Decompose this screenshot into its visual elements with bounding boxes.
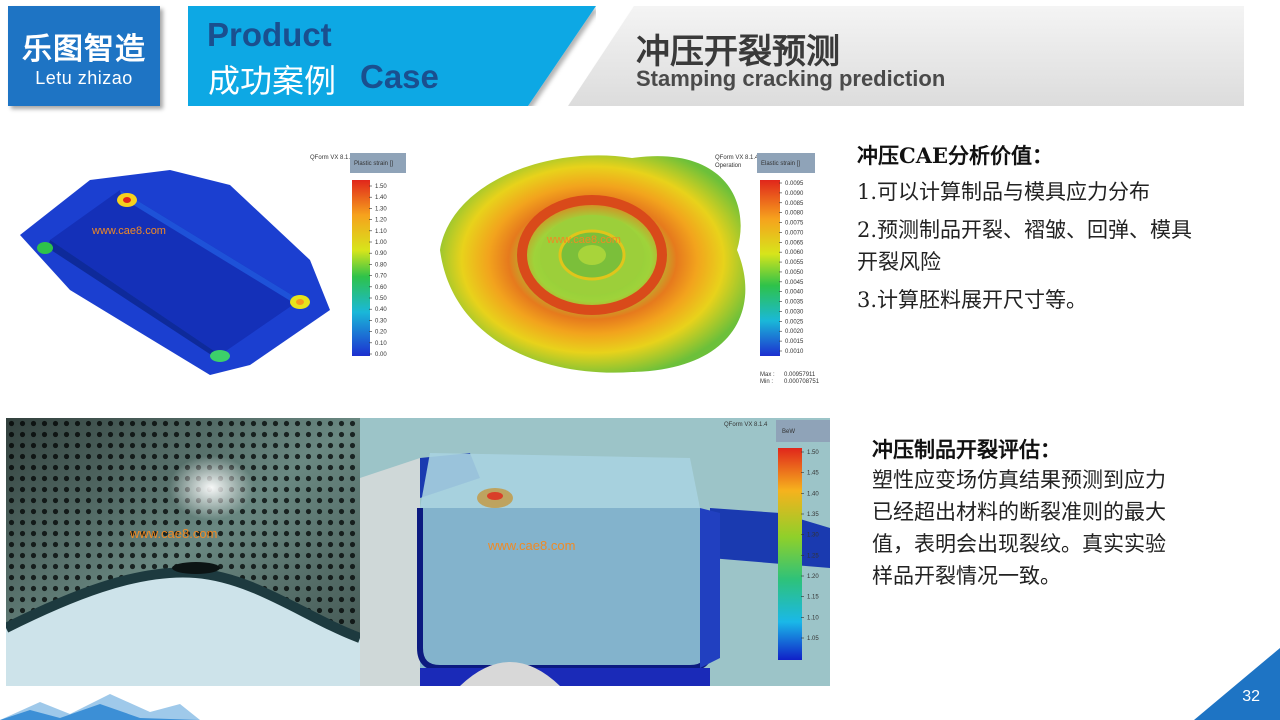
min-value: 0.000708751 (784, 379, 820, 385)
legend-tick-label: 0.0030 (785, 309, 804, 315)
legend-tick-label: 0.10 (375, 341, 387, 347)
list-item: 2.预测制品开裂、褶皱、回弹、模具 (857, 218, 1193, 242)
legend-colorbar (778, 448, 802, 660)
legend-title: Plastic strain [] (354, 161, 393, 167)
logo-text-en: Letu zhizao (35, 68, 133, 88)
legend-tick-label: 0.0060 (785, 250, 804, 256)
crack-evaluation-title: 冲压制品开裂评估： (872, 437, 1061, 462)
figure-plastic-strain: www.cae8.com QForm VX 8.1.4 Plastic stra… (10, 140, 410, 380)
legend-title-box (350, 153, 406, 173)
legend-title-box (757, 153, 815, 173)
figure-elastic-strain: www.cae8.com QForm VX 8.1.4 Operation El… (432, 140, 832, 385)
legend-tick-label: 1.00 (375, 240, 387, 246)
legend-tick-label: 1.10 (375, 229, 387, 235)
legend-tick-label: 0.0040 (785, 290, 804, 296)
legend-tick-label: 0.70 (375, 274, 387, 280)
legend-tick-label: 1.35 (807, 512, 819, 518)
footer-mountains (0, 694, 200, 720)
legend-tick-label: 0.80 (375, 262, 387, 268)
legend-tick-label: 1.20 (375, 218, 387, 224)
legend-tick-label: 1.10 (807, 615, 819, 621)
section-title-cn: 冲压开裂预测 (636, 32, 840, 72)
legend-tick-label: 1.20 (807, 574, 819, 580)
software-label: QForm VX 8.1.4 (715, 155, 759, 161)
legend-tick-label: 0.00 (375, 352, 387, 358)
cae-value-list: 1.可以计算制品与模具应力分布 2.预测制品开裂、褶皱、回弹、模具 开裂风险 3… (857, 176, 1257, 316)
watermark: www.cae8.com (546, 234, 621, 246)
legend-tick-label: 0.0070 (785, 230, 804, 236)
legend-tick-label: 0.0025 (785, 319, 804, 325)
product-label: Product (207, 16, 332, 53)
max-value: 0.00957911 (784, 372, 816, 378)
legend-tick-label: 1.50 (807, 450, 819, 456)
watermark: www.cae8.com (91, 225, 166, 237)
legend-tick-label: 0.40 (375, 307, 387, 313)
figure-crack-photo: www.cae8.com (6, 418, 360, 686)
max-label: Max : (760, 372, 775, 378)
crack-evaluation-body: 塑性应变场仿真结果预测到应力 已经超出材料的断裂准则的最大 值，表明会出现裂纹。… (872, 464, 1232, 592)
software-label: QForm VX 8.1.4 (310, 155, 354, 161)
legend-title: BeW (782, 429, 795, 435)
legend-colorbar (760, 180, 780, 356)
body-line: 塑性应变场仿真结果预测到应力 (872, 468, 1166, 492)
case-label-cn: 成功案例 (208, 62, 337, 100)
page-number: 32 (1242, 688, 1260, 705)
watermark: www.cae8.com (129, 526, 217, 541)
legend-tick-label: 0.0095 (785, 181, 804, 187)
legend-tick-label: 0.30 (375, 318, 387, 324)
page-corner (1194, 648, 1280, 720)
legend-tick-label: 0.50 (375, 296, 387, 302)
legend-tick-label: 0.0080 (785, 211, 804, 217)
legend-tick-label: 0.0020 (785, 329, 804, 335)
section-title-en: Stamping cracking prediction (636, 66, 946, 91)
min-label: Min : (760, 379, 773, 385)
logo: 乐图智造 Letu zhizao (8, 6, 160, 106)
body-line: 已经超出材料的断裂准则的最大 (872, 500, 1166, 524)
legend-tick-label: 0.0050 (785, 270, 804, 276)
legend-tick-label: 0.0090 (785, 191, 804, 197)
legend-tick-label: 0.0055 (785, 260, 804, 266)
legend-colorbar (352, 180, 370, 356)
legend-tick-label: 1.30 (375, 206, 387, 212)
legend-tick-label: 0.0035 (785, 300, 804, 306)
legend-tick-label: 1.40 (807, 491, 819, 497)
list-item: 1.可以计算制品与模具应力分布 (857, 180, 1151, 204)
legend-tick-label: 1.50 (375, 184, 387, 190)
legend-tick-label: 0.0075 (785, 221, 804, 227)
case-label-en: Case (360, 58, 439, 95)
figure-crack-simulation: www.cae8.com QForm VX 8.1.4 BeW 1.50 1.45… (360, 418, 830, 686)
body-line: 样品开裂情况一致。 (872, 564, 1061, 588)
legend-tick-label: 0.0015 (785, 339, 804, 345)
logo-text-cn: 乐图智造 (22, 32, 146, 67)
legend-tick-label: 1.45 (807, 471, 819, 477)
cae-value-title: 冲压CAE分析价值： (857, 143, 1054, 168)
legend-tick-label: 1.30 (807, 533, 819, 539)
legend-tick-label: 1.25 (807, 553, 819, 559)
section-title-band (568, 6, 1244, 106)
legend-tick-label: 0.20 (375, 330, 387, 336)
legend-tick-label: 0.60 (375, 285, 387, 291)
product-case-band (188, 6, 596, 106)
legend-tick-label: 1.15 (807, 595, 819, 601)
legend-tick-label: 0.90 (375, 251, 387, 257)
legend-tick-label: 0.0010 (785, 349, 804, 355)
watermark: www.cae8.com (487, 538, 575, 553)
list-item: 3.计算胚料展开尺寸等。 (857, 288, 1088, 312)
legend-tick-label: 1.05 (807, 636, 819, 642)
list-item: 开裂风险 (857, 250, 941, 274)
software-label: QForm VX 8.1.4 (724, 422, 768, 428)
legend-tick-label: 0.0065 (785, 240, 804, 246)
legend-tick-label: 0.0085 (785, 201, 804, 207)
legend-title: Elastic strain [] (761, 161, 800, 167)
body-line: 值，表明会出现裂纹。真实实验 (872, 532, 1166, 556)
legend-tick-label: 0.0045 (785, 280, 804, 286)
legend-title-box (776, 420, 830, 442)
legend-tick-label: 1.40 (375, 195, 387, 201)
software-subtitle: Operation (715, 163, 741, 169)
